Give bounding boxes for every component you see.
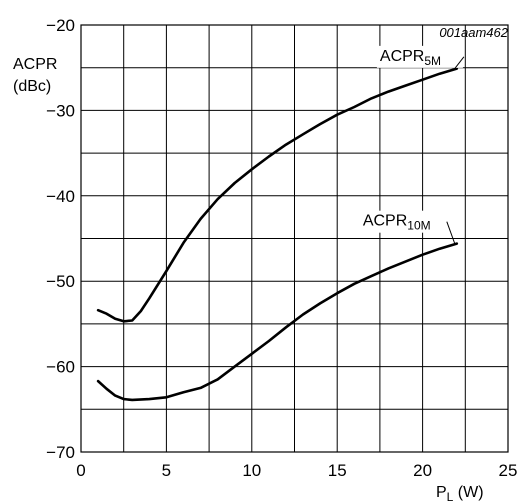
y-tick-label: −60 — [46, 358, 75, 377]
series-labels: ACPR5M ACPR10M — [359, 45, 465, 244]
x-axis-label-unit: (W) — [453, 484, 483, 501]
series-label-acpr10m: ACPR10M — [363, 213, 431, 233]
x-axis-label-main: P — [436, 484, 447, 501]
x-tick-label: 25 — [499, 461, 518, 480]
y-tick-label: −40 — [46, 187, 75, 206]
grid-lines — [81, 25, 508, 452]
figure-reference: 001aam462 — [439, 25, 508, 40]
x-tick-label: 0 — [76, 461, 85, 480]
x-tick-label: 5 — [162, 461, 171, 480]
series-label-background — [359, 210, 446, 233]
y-tick-label: −70 — [46, 443, 75, 462]
x-tick-label: 15 — [328, 461, 347, 480]
y-axis-label-line2: (dBc) — [13, 78, 51, 95]
series-line-acpr10m — [96, 242, 459, 402]
x-tick-label: 20 — [413, 461, 432, 480]
x-axis-label-sub: L — [447, 490, 454, 504]
series-lines — [96, 67, 459, 402]
axis-ticks: −70 −60 −50 −40 −30 −20 0 5 10 15 20 25 — [46, 16, 517, 480]
y-tick-label: −20 — [46, 16, 75, 35]
series-label-background — [376, 45, 463, 68]
x-axis-label: PL (W) — [436, 484, 484, 504]
x-tick-label: 10 — [242, 461, 261, 480]
series-label-leader — [454, 56, 465, 69]
series-line-acpr5m — [96, 67, 459, 323]
y-tick-label: −50 — [46, 272, 75, 291]
series-label-leader — [446, 221, 456, 244]
plot-frame — [80, 24, 509, 453]
y-tick-label: −30 — [46, 101, 75, 120]
series-label-acpr5m: ACPR5M — [380, 48, 441, 68]
y-axis-label-line1: ACPR — [13, 56, 57, 73]
